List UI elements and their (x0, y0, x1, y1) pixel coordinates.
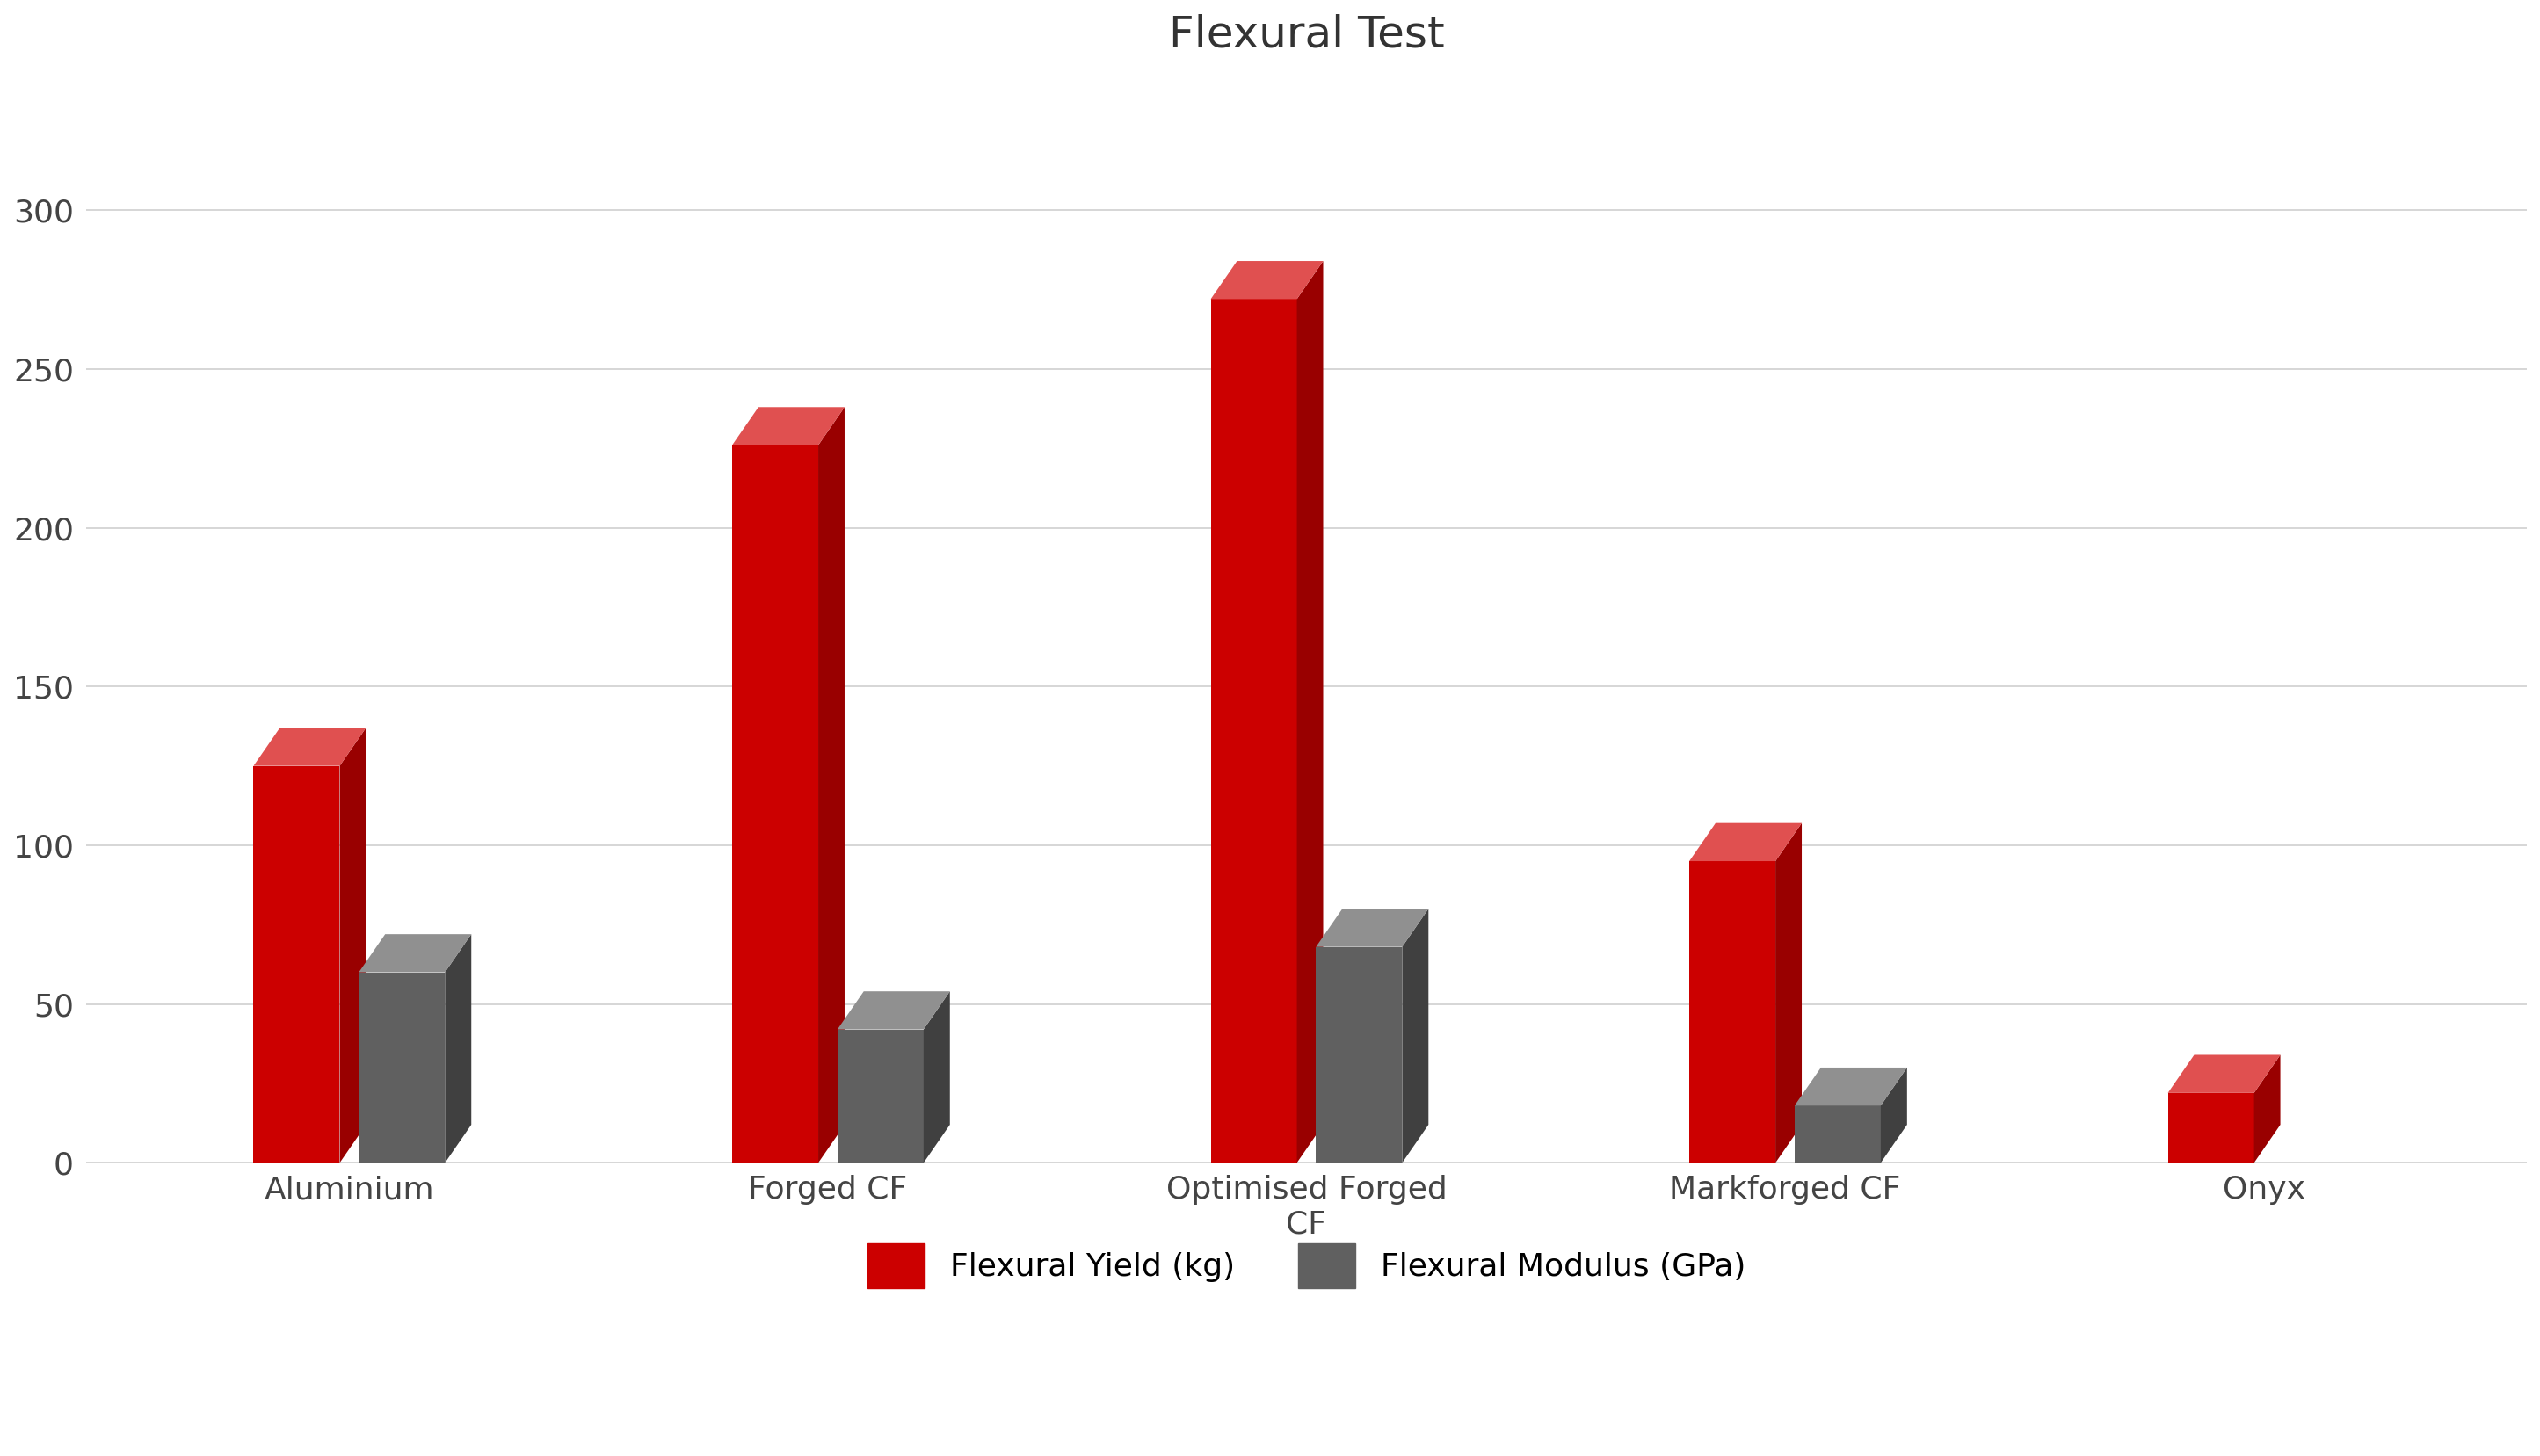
Polygon shape (1212, 298, 1298, 1163)
Polygon shape (1689, 823, 1801, 860)
Polygon shape (444, 935, 472, 1163)
Polygon shape (1689, 860, 1775, 1163)
Polygon shape (254, 728, 366, 766)
Polygon shape (1212, 261, 1323, 298)
Polygon shape (358, 935, 472, 973)
Polygon shape (1796, 1105, 1880, 1163)
Polygon shape (1880, 1067, 1908, 1163)
Polygon shape (925, 992, 950, 1163)
Legend: Flexural Yield (kg), Flexural Modulus (GPa): Flexural Yield (kg), Flexural Modulus (G… (836, 1211, 1778, 1319)
Polygon shape (732, 408, 846, 446)
Polygon shape (1298, 261, 1323, 1163)
Polygon shape (340, 728, 366, 1163)
Polygon shape (1402, 909, 1427, 1163)
Polygon shape (254, 766, 340, 1163)
Polygon shape (358, 973, 444, 1163)
Polygon shape (838, 1029, 925, 1163)
Polygon shape (1316, 909, 1427, 946)
Polygon shape (1316, 946, 1402, 1163)
Polygon shape (1775, 823, 1801, 1163)
Polygon shape (732, 446, 818, 1163)
Title: Flexural Test: Flexural Test (1168, 13, 1445, 55)
Polygon shape (838, 992, 950, 1029)
Polygon shape (2167, 1054, 2281, 1093)
Polygon shape (2253, 1054, 2281, 1163)
Polygon shape (2167, 1093, 2253, 1163)
Polygon shape (1796, 1067, 1908, 1105)
Polygon shape (818, 408, 846, 1163)
